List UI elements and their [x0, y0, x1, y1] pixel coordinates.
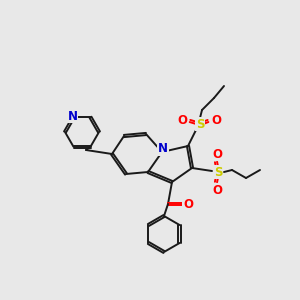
Text: O: O [212, 184, 222, 196]
Text: S: S [214, 166, 222, 178]
Text: N: N [158, 142, 168, 155]
Text: O: O [183, 197, 193, 211]
Text: O: O [211, 113, 221, 127]
Text: N: N [68, 110, 77, 123]
Text: O: O [177, 113, 187, 127]
Text: O: O [212, 148, 222, 160]
Text: S: S [196, 118, 204, 130]
